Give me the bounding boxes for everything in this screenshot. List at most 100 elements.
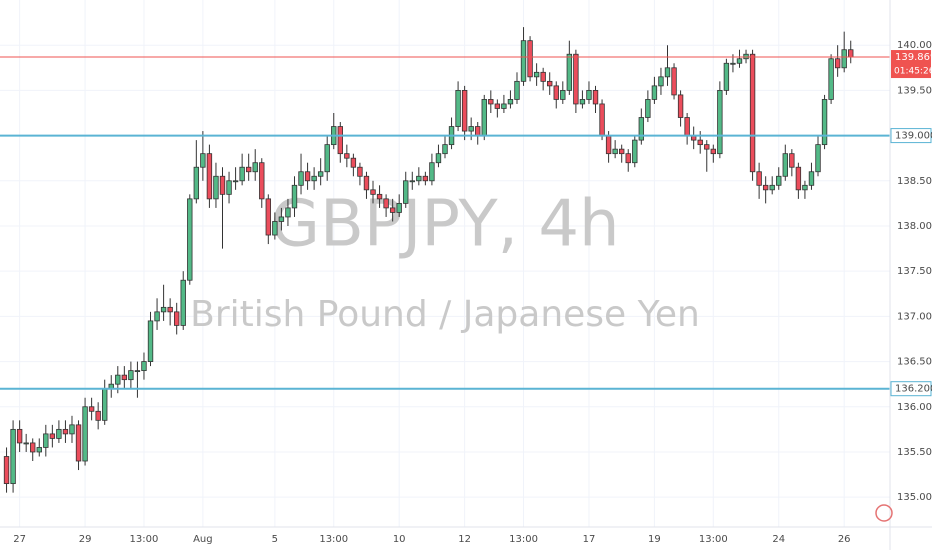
- candle-body: [317, 171, 324, 177]
- candle-body: [795, 166, 802, 191]
- candle-body: [167, 306, 173, 313]
- candle-body: [841, 49, 847, 69]
- candle-body: [730, 62, 736, 65]
- candle-body: [848, 49, 854, 58]
- candle-body: [200, 153, 206, 168]
- candle-body: [815, 144, 821, 173]
- candle-body: [520, 40, 527, 82]
- candle-body: [422, 175, 429, 182]
- candle-body: [632, 139, 638, 164]
- candle-body: [3, 456, 10, 485]
- candle-body: [121, 374, 128, 381]
- candle-body: [206, 153, 213, 200]
- candle-body: [704, 144, 710, 150]
- y-tick-label: 137.000: [897, 311, 932, 322]
- candle-body: [259, 162, 265, 200]
- candle-body: [782, 153, 788, 177]
- x-tick-label: 27: [13, 534, 26, 545]
- settings-icon[interactable]: [875, 504, 893, 522]
- candle-body: [82, 406, 88, 462]
- watermark-subtitle: British Pound / Japanese Yen: [190, 294, 700, 335]
- candle-body: [697, 139, 703, 146]
- last-price-box: [891, 50, 931, 79]
- candle-body: [566, 53, 573, 91]
- candle-body: [36, 447, 42, 453]
- x-tick-label: 12: [458, 534, 471, 545]
- candle-body: [56, 428, 62, 439]
- candle-body: [102, 388, 108, 421]
- candle-body: [311, 175, 317, 182]
- candle-body: [43, 433, 49, 448]
- candle-body: [475, 126, 481, 136]
- candle-body: [134, 370, 141, 373]
- candle-body: [252, 162, 258, 173]
- x-tick-label: 24: [772, 534, 785, 545]
- candle-body: [141, 361, 147, 372]
- x-tick-label: 19: [648, 534, 661, 545]
- y-tick-label: 135.000: [897, 492, 932, 503]
- candle-body: [337, 126, 343, 155]
- candle-body: [285, 207, 291, 218]
- x-tick-label: 10: [393, 534, 406, 545]
- candle-body: [540, 71, 546, 82]
- y-tick-label: 138.500: [897, 176, 932, 187]
- candle-body: [324, 144, 330, 173]
- candle-body: [527, 40, 533, 78]
- candle-body: [389, 207, 396, 213]
- candle-body: [435, 153, 442, 164]
- candle-body: [344, 153, 350, 159]
- candle-body: [147, 320, 154, 362]
- candle-body: [481, 99, 487, 136]
- x-tick-label: 13:00: [319, 534, 348, 545]
- candle-body: [187, 198, 193, 281]
- level-label: 139.000: [895, 131, 932, 142]
- candle-body: [461, 89, 468, 132]
- y-tick-label: 137.500: [897, 266, 932, 277]
- level-label-box: [890, 381, 932, 397]
- candle-body: [638, 117, 645, 141]
- candle-body: [494, 103, 501, 109]
- candle-body: [75, 424, 82, 462]
- candle-body: [488, 99, 494, 105]
- candle-body: [586, 89, 592, 100]
- candle-body: [599, 103, 605, 136]
- candle-body: [115, 374, 121, 385]
- x-tick-label: 13:00: [699, 534, 728, 545]
- candle-body: [69, 424, 75, 435]
- candle-body: [174, 311, 180, 326]
- candle-body: [219, 175, 226, 195]
- y-tick-label: 140.000: [897, 40, 932, 51]
- candle-body: [553, 85, 559, 100]
- candle-body: [625, 153, 631, 164]
- y-tick-label: 138.000: [897, 221, 932, 232]
- candle-body: [49, 433, 56, 439]
- candle-body: [579, 99, 586, 105]
- plot: [0, 27, 890, 493]
- candle-body: [828, 58, 834, 100]
- candle-body: [62, 428, 69, 435]
- candle-body: [429, 162, 435, 182]
- candle-body: [776, 175, 782, 186]
- candle-body: [10, 428, 16, 485]
- candle-body: [658, 76, 664, 87]
- candle-body: [671, 67, 677, 96]
- y-tick-label: 139.500: [897, 85, 932, 96]
- x-tick-label: 29: [79, 534, 92, 545]
- candle-body: [749, 53, 756, 173]
- x-tick-label: Aug: [193, 534, 213, 545]
- candle-body: [128, 370, 134, 381]
- candle-body: [547, 80, 553, 87]
- candle-body: [16, 428, 23, 444]
- candle-body: [88, 406, 95, 412]
- candle-body: [664, 67, 671, 78]
- y-tick-label: 136.500: [897, 357, 932, 368]
- candle-body: [304, 171, 311, 182]
- x-tick-label: 26: [838, 534, 851, 545]
- candle-body: [834, 58, 841, 69]
- candle-body: [291, 184, 298, 209]
- candle-body: [769, 184, 775, 191]
- candle-body: [468, 126, 474, 132]
- y-tick-label: 135.500: [897, 447, 932, 458]
- candle-body: [160, 306, 167, 313]
